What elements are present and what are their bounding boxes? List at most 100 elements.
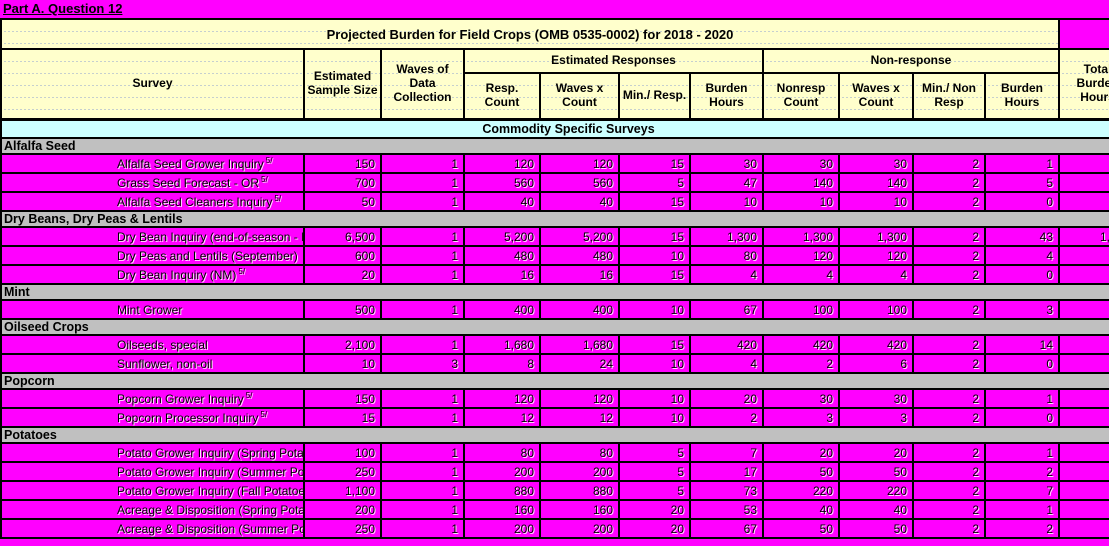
value-cell[interactable]: 17 xyxy=(689,461,764,482)
col-header-min-nonresp[interactable]: Min./ Non Resp xyxy=(912,72,986,121)
survey-name-cell[interactable]: Acreage & Disposition (Spring Potatoes) xyxy=(0,499,305,520)
value-cell[interactable]: 47 xyxy=(689,172,764,193)
value-cell[interactable]: 1 xyxy=(983,388,1061,409)
value-cell[interactable] xyxy=(1058,407,1109,428)
value-cell[interactable]: 200 xyxy=(463,461,541,482)
value-cell[interactable]: 15 xyxy=(303,407,382,428)
value-cell[interactable]: 80 xyxy=(689,245,764,266)
value-cell[interactable]: 3 xyxy=(838,407,914,428)
survey-name-cell[interactable]: Popcorn Processor Inquiry 5/ xyxy=(0,407,305,428)
col-header-survey[interactable]: Survey xyxy=(0,48,305,121)
value-cell[interactable]: 2 xyxy=(912,499,986,520)
value-cell[interactable]: 120 xyxy=(539,388,620,409)
value-cell[interactable]: 2 xyxy=(689,407,764,428)
survey-name-cell[interactable]: Acreage & Disposition (Summer Potatoes) xyxy=(0,518,305,539)
value-cell[interactable]: 1 xyxy=(983,499,1061,520)
value-cell[interactable]: 20 xyxy=(762,442,840,463)
value-cell[interactable]: 0 xyxy=(983,264,1061,285)
value-cell[interactable] xyxy=(1058,499,1109,520)
value-cell[interactable]: 5 xyxy=(618,480,691,501)
value-cell[interactable]: 5,200 xyxy=(463,226,541,247)
value-cell[interactable]: 140 xyxy=(838,172,914,193)
value-cell[interactable]: 160 xyxy=(539,499,620,520)
value-cell[interactable]: 420 xyxy=(689,334,764,355)
section-label[interactable]: Alfalfa Seed xyxy=(0,137,1109,155)
value-cell[interactable]: 1 xyxy=(380,499,465,520)
value-cell[interactable]: 1 xyxy=(380,299,465,320)
value-cell[interactable] xyxy=(1058,388,1109,409)
value-cell[interactable]: 2 xyxy=(912,480,986,501)
value-cell[interactable]: 100 xyxy=(303,442,382,463)
col-header-waves[interactable]: Waves of Data Collection xyxy=(380,48,465,121)
col-header-nonresp-count[interactable]: Nonresp Count xyxy=(762,72,840,121)
value-cell[interactable]: 7 xyxy=(689,442,764,463)
value-cell[interactable]: 420 xyxy=(838,334,914,355)
value-cell[interactable]: 2 xyxy=(912,518,986,539)
value-cell[interactable]: 5 xyxy=(983,172,1061,193)
value-cell[interactable]: 120 xyxy=(539,153,620,174)
value-cell[interactable] xyxy=(1058,353,1109,374)
survey-name-cell[interactable]: Dry Bean Inquiry (end-of-season - Dec) xyxy=(0,226,305,247)
value-cell[interactable]: 24 xyxy=(539,353,620,374)
value-cell[interactable]: 150 xyxy=(303,388,382,409)
value-cell[interactable]: 16 xyxy=(463,264,541,285)
value-cell[interactable]: 73 xyxy=(689,480,764,501)
value-cell[interactable]: 3 xyxy=(983,299,1061,320)
table-title[interactable]: Projected Burden for Field Crops (OMB 05… xyxy=(0,18,1061,50)
value-cell[interactable]: 1,300 xyxy=(762,226,840,247)
value-cell[interactable]: 480 xyxy=(539,245,620,266)
value-cell[interactable]: 40 xyxy=(838,499,914,520)
value-cell[interactable]: 10 xyxy=(618,407,691,428)
value-cell[interactable]: 7 xyxy=(983,480,1061,501)
survey-name-cell[interactable]: Sunflower, non-oil xyxy=(0,353,305,374)
value-cell[interactable] xyxy=(1058,461,1109,482)
col-header-burden-hours-resp[interactable]: Burden Hours xyxy=(689,72,764,121)
value-cell[interactable] xyxy=(1058,442,1109,463)
col-header-sample-size[interactable]: Estimated Sample Size xyxy=(303,48,382,121)
value-cell[interactable]: 434 xyxy=(1058,334,1109,355)
value-cell[interactable]: 120 xyxy=(838,245,914,266)
value-cell[interactable]: 1,300 xyxy=(689,226,764,247)
value-cell[interactable]: 2 xyxy=(912,191,986,212)
value-cell[interactable]: 10 xyxy=(618,388,691,409)
value-cell[interactable]: 1 xyxy=(380,388,465,409)
value-cell[interactable]: 220 xyxy=(838,480,914,501)
value-cell[interactable]: 140 xyxy=(762,172,840,193)
value-cell[interactable]: 10 xyxy=(762,191,840,212)
value-cell[interactable] xyxy=(1058,480,1109,501)
value-cell[interactable]: 420 xyxy=(762,334,840,355)
value-cell[interactable]: 2 xyxy=(912,153,986,174)
value-cell[interactable]: 2 xyxy=(912,172,986,193)
value-cell[interactable]: 43 xyxy=(983,226,1061,247)
value-cell[interactable]: 50 xyxy=(762,518,840,539)
value-cell[interactable]: 1 xyxy=(380,334,465,355)
band-label[interactable]: Commodity Specific Surveys xyxy=(0,118,1109,139)
value-cell[interactable]: 15 xyxy=(618,153,691,174)
col-header-total-burden[interactable]: Total Burden Hours xyxy=(1058,48,1109,121)
value-cell[interactable] xyxy=(1058,172,1109,193)
value-cell[interactable]: 250 xyxy=(303,461,382,482)
value-cell[interactable]: 20 xyxy=(689,388,764,409)
value-cell[interactable]: 5 xyxy=(618,461,691,482)
value-cell[interactable]: 0 xyxy=(983,191,1061,212)
value-cell[interactable]: 0 xyxy=(983,353,1061,374)
section-label[interactable]: Dry Beans, Dry Peas & Lentils xyxy=(0,210,1109,228)
value-cell[interactable]: 600 xyxy=(303,245,382,266)
title-gap-cell[interactable] xyxy=(1058,18,1109,50)
value-cell[interactable]: 10 xyxy=(689,191,764,212)
value-cell[interactable]: 1 xyxy=(380,153,465,174)
survey-name-cell[interactable]: Grass Seed Forecast - OR 5/ xyxy=(0,172,305,193)
value-cell[interactable]: 400 xyxy=(539,299,620,320)
section-label[interactable]: Oilseed Crops xyxy=(0,318,1109,336)
value-cell[interactable]: 480 xyxy=(463,245,541,266)
value-cell[interactable]: 560 xyxy=(463,172,541,193)
value-cell[interactable]: 6 xyxy=(838,353,914,374)
value-cell[interactable]: 700 xyxy=(303,172,382,193)
value-cell[interactable]: 10 xyxy=(303,353,382,374)
value-cell[interactable]: 0 xyxy=(983,407,1061,428)
value-cell[interactable]: 3 xyxy=(762,407,840,428)
value-cell[interactable]: 10 xyxy=(618,353,691,374)
value-cell[interactable]: 1,300 xyxy=(838,226,914,247)
value-cell[interactable]: 67 xyxy=(689,299,764,320)
value-cell[interactable]: 30 xyxy=(762,388,840,409)
